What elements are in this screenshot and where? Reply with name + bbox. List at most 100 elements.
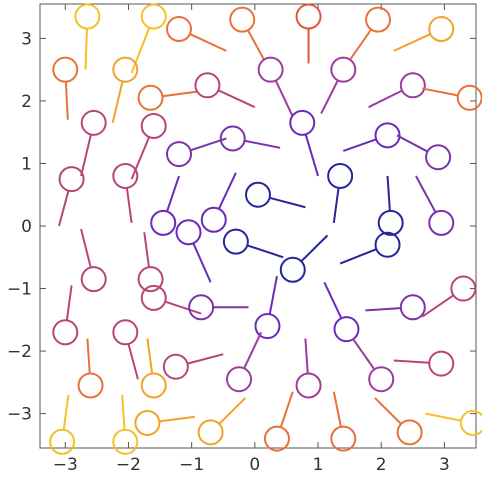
vector-glyph (396, 134, 452, 171)
glyph-stem (146, 338, 154, 374)
vector-glyph (222, 228, 284, 259)
vector-glyph (140, 284, 202, 315)
vector-glyph (327, 162, 354, 224)
glyph-stem (396, 134, 428, 153)
vector-glyph (111, 56, 139, 124)
glyph-stem (218, 397, 247, 425)
glyph-circle (188, 294, 215, 321)
x-tick-label: 0 (249, 455, 260, 475)
vector-glyph (226, 331, 263, 393)
glyph-circle (80, 266, 107, 293)
glyph-circle (330, 425, 357, 452)
vector-glyph (342, 122, 401, 152)
glyph-circle (428, 16, 455, 43)
glyph-stem (187, 353, 224, 365)
vector-glyph (112, 394, 139, 455)
vector-glyph (112, 319, 139, 380)
glyph-stem (217, 172, 237, 210)
y-tick-label: 1 (21, 154, 32, 174)
glyph-circle (112, 428, 139, 455)
vector-glyph (279, 234, 329, 283)
glyph-circle (229, 6, 256, 33)
vector-glyph (257, 56, 294, 117)
vector-glyph (134, 409, 195, 436)
vector-glyph (52, 285, 79, 346)
glyph-stem (415, 175, 437, 213)
glyph-stem (80, 228, 92, 268)
vector-glyph (80, 228, 107, 293)
vector-glyph (339, 231, 401, 265)
glyph-stem (269, 196, 306, 209)
glyph-stem (84, 28, 88, 70)
x-tick-label: −2 (116, 455, 141, 475)
glyph-stem (274, 80, 294, 117)
glyph-circle (263, 425, 290, 452)
y-tick-label: −1 (7, 280, 32, 300)
vector-glyph (415, 175, 455, 236)
glyph-circle (52, 56, 79, 83)
glyph-circle (374, 122, 401, 149)
vector-glyph (140, 338, 167, 399)
glyph-circle (162, 353, 189, 380)
glyph-circle (166, 16, 193, 43)
glyph-stem (247, 29, 266, 61)
glyph-stem (162, 90, 199, 98)
vector-glyph (422, 84, 482, 111)
glyph-stem (244, 139, 281, 149)
glyph-circle (137, 84, 164, 111)
glyph-circle (456, 84, 482, 111)
vector-glyph (219, 125, 281, 152)
vector-glyph (393, 350, 455, 377)
vector-glyph (130, 112, 167, 180)
glyph-circle (222, 228, 249, 255)
glyph-stem (300, 234, 329, 263)
vector-glyph (150, 175, 180, 236)
vector-glyph (57, 166, 85, 227)
glyph-circle (150, 209, 177, 236)
vector-glyph (74, 3, 101, 70)
glyph-stem (365, 307, 401, 312)
glyph-circle (459, 409, 482, 436)
glyph-stem (111, 81, 124, 124)
glyph-stem (304, 338, 309, 374)
glyph-circle (49, 428, 76, 455)
glyph-stem (62, 394, 70, 430)
glyph-circle (450, 275, 477, 302)
glyph-stem (323, 281, 343, 319)
vector-glyph (197, 397, 247, 446)
glyph-stem (166, 175, 180, 212)
glyph-circle (134, 409, 161, 436)
glyph-stem (125, 187, 133, 224)
glyph-stem (332, 187, 340, 224)
glyph-circle (327, 162, 354, 189)
glyph-stem (192, 242, 212, 283)
y-axis: −3 −2 −1 0 1 2 3 (7, 29, 476, 425)
vector-glyph (166, 16, 227, 52)
vector-glyph (425, 409, 482, 436)
vector-glyph (112, 162, 139, 224)
x-tick-label: −3 (53, 455, 78, 475)
glyph-stem (386, 175, 391, 211)
glyph-stem (374, 397, 402, 425)
y-tick-label: −2 (7, 342, 32, 362)
vector-glyph (162, 353, 224, 380)
vector-glyph (137, 84, 199, 111)
vector-glyph (368, 72, 426, 109)
plot-marks (49, 3, 482, 455)
vector-glyph (166, 137, 227, 168)
glyph-stem (121, 394, 126, 430)
glyph-stem (342, 138, 377, 152)
glyph-circle (295, 3, 322, 30)
glyph-circle (226, 366, 253, 393)
glyph-circle (399, 72, 426, 99)
vector-glyph (320, 56, 357, 114)
glyph-circle (52, 319, 79, 346)
vector-glyph (254, 275, 281, 340)
glyph-stem (189, 33, 227, 52)
vector-glyph (137, 232, 164, 293)
glyph-circle (197, 419, 224, 446)
vector-glyph (263, 391, 294, 452)
vector-glyph (188, 294, 249, 321)
vector-glyph (52, 56, 79, 120)
